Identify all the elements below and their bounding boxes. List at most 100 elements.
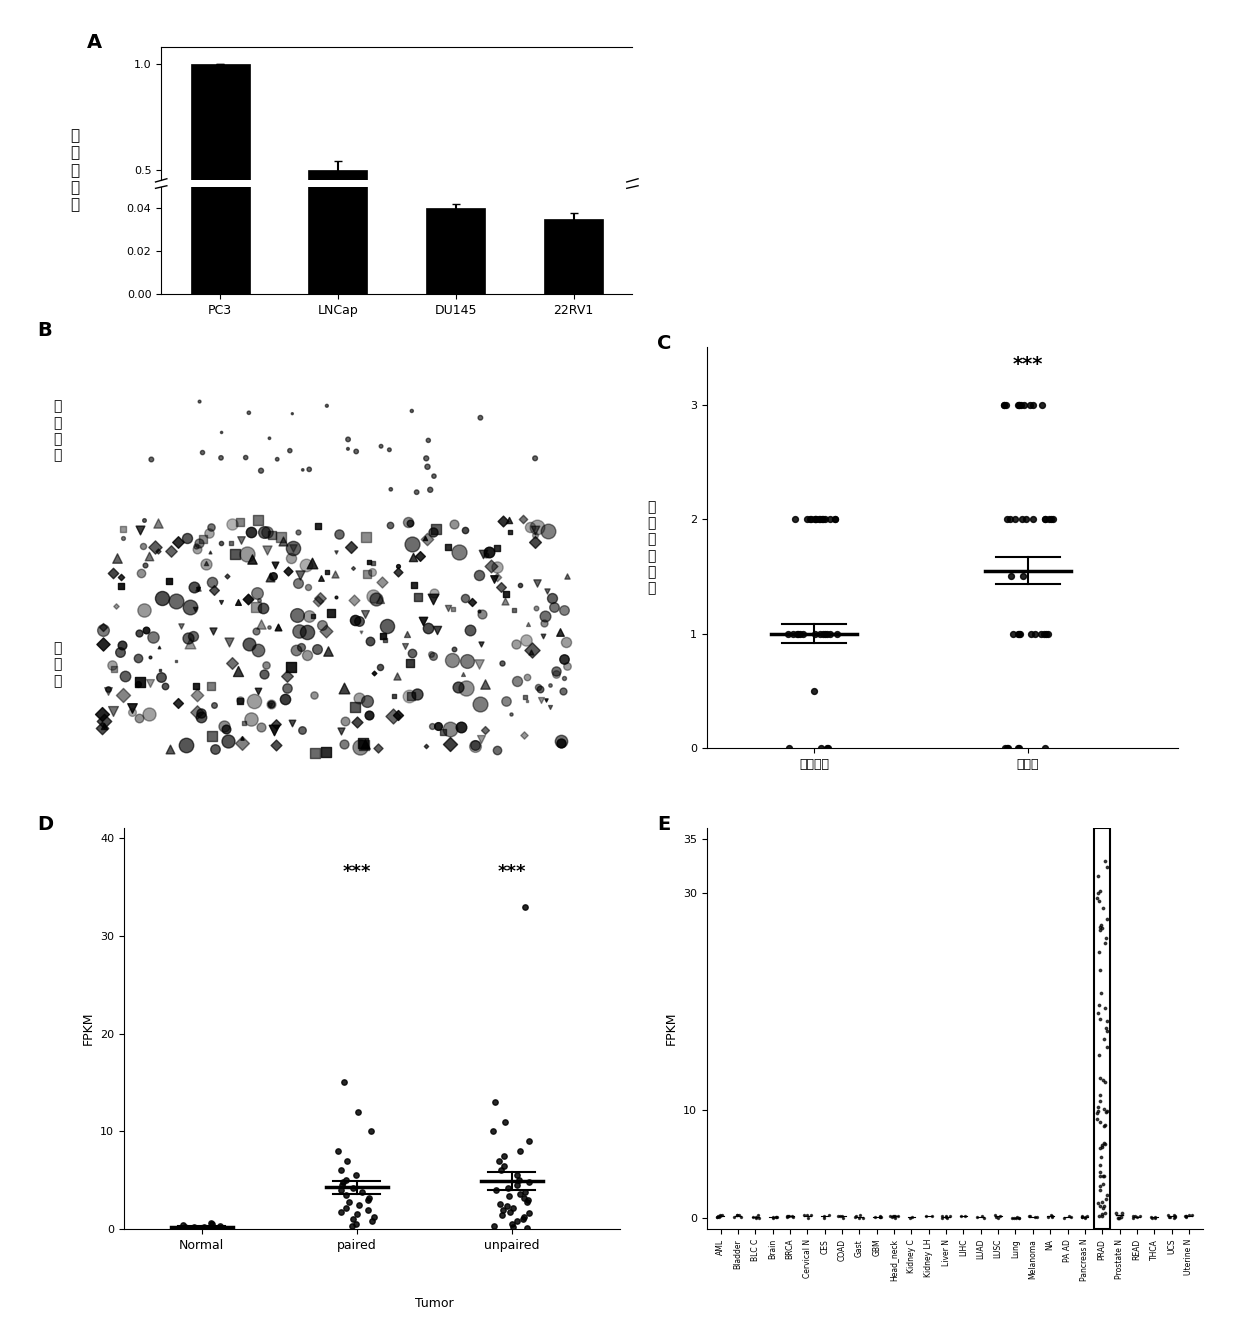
Point [456,677,476,699]
Point [98,679,118,700]
Point [94,715,114,736]
Point [316,741,336,763]
Point [247,596,267,617]
Point [176,733,196,755]
Point [724,1206,744,1228]
Point [1122,1205,1142,1226]
Point [885,1208,905,1229]
Point [1095,1132,1115,1153]
Point [937,1208,957,1229]
Point [325,564,345,585]
Point [556,631,575,652]
Point [805,509,825,530]
Point [186,534,206,556]
Point [1090,880,1110,902]
Point [777,1205,797,1226]
Point [388,561,408,582]
Point [242,522,262,544]
Point [371,436,391,457]
Point [1182,1204,1202,1225]
Point [515,687,534,708]
Point [343,557,363,578]
Bar [427,267,485,275]
Point [260,693,280,715]
Point [820,623,839,644]
Point [557,655,577,676]
Point [283,403,303,425]
Point [1090,919,1110,941]
Point [341,536,361,557]
Point [135,554,155,576]
Point [997,509,1017,530]
Point [134,536,154,557]
Point [487,537,507,558]
Point [1024,623,1044,644]
Point [273,530,293,552]
Point [1109,1208,1128,1229]
Point [728,1205,748,1226]
Point [92,704,112,725]
Point [335,677,355,699]
Point [253,597,273,619]
Point [967,1206,987,1228]
Point [498,1185,518,1206]
Point [331,720,351,741]
Point [110,574,130,596]
Point [1089,1096,1109,1117]
Point [190,532,210,553]
Point [331,1180,351,1201]
Point [1141,1206,1161,1228]
Point [166,651,186,672]
Point [1073,1206,1092,1228]
Point [765,1206,785,1228]
Point [526,524,546,545]
Point [1009,1208,1029,1229]
Point [309,516,329,537]
Point [192,528,212,549]
Point [301,553,321,574]
Point [140,672,160,693]
Point [103,655,123,676]
Point [139,545,159,566]
Point [526,532,546,553]
Point [1075,1206,1095,1228]
Point [343,1177,363,1198]
Text: E: E [657,815,671,834]
Point [1042,1205,1061,1226]
Point [191,1217,211,1238]
Point [113,518,133,540]
Point [522,639,542,660]
Bar [544,219,603,294]
Point [179,627,198,648]
Point [870,1206,890,1228]
Point [1061,1206,1081,1228]
Point [174,1214,193,1236]
Point [558,565,578,587]
Point [707,1206,727,1228]
Point [1097,908,1117,930]
Point [779,1205,799,1226]
Point [1097,1101,1117,1122]
Point [219,631,239,652]
Point [936,1206,956,1228]
Point [554,599,574,620]
Point [299,605,319,627]
Point [777,1205,797,1226]
Point [355,735,374,756]
Point [1111,1206,1131,1228]
Point [1032,394,1052,415]
Point [202,725,222,747]
Point [1131,1205,1151,1226]
Point [486,1180,506,1201]
Point [494,510,513,532]
Point [469,653,489,675]
Point [998,737,1018,759]
Point [326,541,346,562]
Point [334,1172,353,1193]
Point [370,657,389,679]
Point [113,528,133,549]
Point [420,480,440,501]
Point [1176,1205,1195,1226]
Point [1023,509,1043,530]
Point [92,717,112,739]
